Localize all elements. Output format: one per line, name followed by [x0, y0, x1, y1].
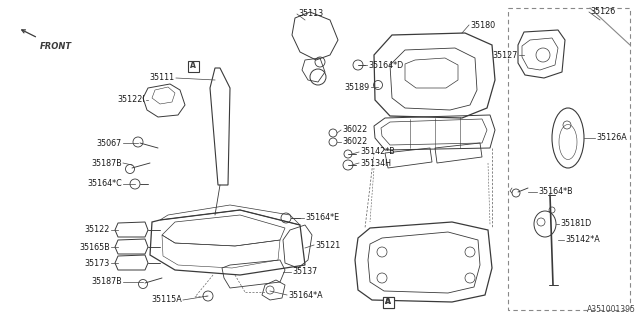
FancyBboxPatch shape	[383, 297, 394, 308]
Text: 36022: 36022	[342, 125, 367, 134]
Text: 35181D: 35181D	[560, 220, 591, 228]
Text: 35187B: 35187B	[92, 277, 122, 286]
Text: 36022: 36022	[342, 138, 367, 147]
Text: 35173: 35173	[84, 259, 110, 268]
Text: 35142*B: 35142*B	[360, 148, 395, 156]
Text: FRONT: FRONT	[40, 42, 72, 51]
Text: 35067: 35067	[97, 139, 122, 148]
Text: 35113: 35113	[298, 10, 323, 19]
Text: 35142*A: 35142*A	[565, 236, 600, 244]
Text: 35187B: 35187B	[92, 158, 122, 167]
Text: 35180: 35180	[470, 20, 495, 29]
Text: A: A	[385, 298, 391, 307]
Text: 35127: 35127	[493, 51, 518, 60]
Text: 35126A: 35126A	[596, 133, 627, 142]
Text: 35126: 35126	[590, 7, 615, 17]
Text: 35137: 35137	[292, 268, 317, 276]
Text: 35122: 35122	[84, 226, 110, 235]
Text: 35164*C: 35164*C	[87, 180, 122, 188]
FancyBboxPatch shape	[383, 297, 394, 308]
Text: A351001395: A351001395	[587, 305, 636, 314]
Text: 35111: 35111	[150, 74, 175, 83]
Text: A: A	[385, 298, 391, 307]
Text: 35121: 35121	[315, 241, 340, 250]
Text: 35115A: 35115A	[151, 295, 182, 305]
Text: 35164*E: 35164*E	[305, 213, 339, 222]
Text: 35164*B: 35164*B	[538, 188, 573, 196]
Text: 35165B: 35165B	[79, 243, 110, 252]
Text: 35134H: 35134H	[360, 158, 391, 167]
Text: 35122I: 35122I	[117, 95, 145, 105]
Text: 35189: 35189	[345, 83, 370, 92]
Text: A: A	[190, 61, 196, 70]
FancyBboxPatch shape	[188, 60, 198, 71]
Text: 35164*D: 35164*D	[368, 60, 403, 69]
Text: 35164*A: 35164*A	[288, 291, 323, 300]
